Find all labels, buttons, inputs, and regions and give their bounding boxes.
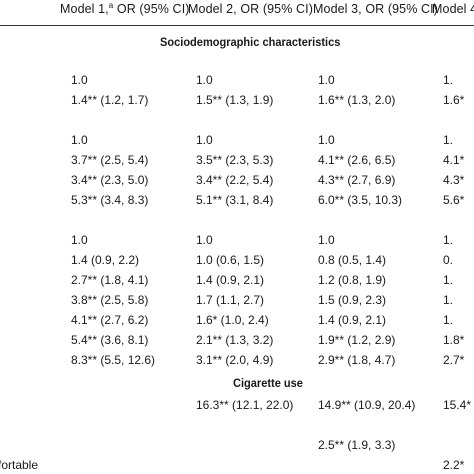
- cell: 1.: [443, 73, 454, 87]
- cell: 1.8*: [443, 333, 465, 347]
- cell: 1.9** (1.2, 2.9): [318, 333, 396, 347]
- cell: 1.6*: [443, 93, 465, 107]
- cell: 16.3** (12.1, 22.0): [196, 398, 294, 412]
- cell: 6.0** (3.5, 10.3): [318, 193, 403, 207]
- cell: 1.0: [71, 233, 88, 247]
- cell: 4.1** (2.7, 6.2): [71, 313, 149, 327]
- section-heading-cigarette-use: Cigarette use: [233, 376, 303, 390]
- col-header-model-3: Model 3, OR (95% CI): [313, 2, 438, 16]
- cell: 1.0: [71, 133, 88, 147]
- cell: 2.1** (1.3, 3.2): [196, 333, 274, 347]
- cell: 1.0: [196, 233, 213, 247]
- section-heading-sociodemographic: Sociodemographic characteristics: [160, 35, 341, 49]
- cell: 1.: [443, 313, 454, 327]
- cell: 1.4** (1.2, 1.7): [71, 93, 149, 107]
- cell: 2.7** (1.8, 4.1): [71, 273, 149, 287]
- cell: 2.2*: [443, 458, 465, 472]
- cell: 1.0: [318, 233, 335, 247]
- cell: 5.6*: [443, 193, 465, 207]
- cell: 3.1** (2.0, 4.9): [196, 353, 274, 367]
- cell: 1.0: [196, 73, 213, 87]
- cell: 1.: [443, 233, 454, 247]
- row-label-fragment: fortable: [0, 458, 39, 472]
- cell: 4.3*: [443, 173, 465, 187]
- cell: 1.: [443, 293, 454, 307]
- cell: 2.9** (1.8, 4.7): [318, 353, 396, 367]
- cell: 4.1** (2.6, 6.5): [318, 153, 396, 167]
- cell: 15.4*: [443, 398, 472, 412]
- cell: 4.1*: [443, 153, 465, 167]
- header-rule: [0, 25, 474, 26]
- cell: 1.5 (0.9, 2.3): [318, 293, 387, 307]
- cell: 3.7** (2.5, 5.4): [71, 153, 149, 167]
- cell: 5.3** (3.4, 8.3): [71, 193, 149, 207]
- col-header-model-4: Model 4,d: [432, 2, 474, 16]
- cell: 0.: [443, 253, 454, 267]
- cell: 1.: [443, 273, 454, 287]
- cell: 3.4** (2.2, 5.4): [196, 173, 274, 187]
- cell: 5.4** (3.6, 8.1): [71, 333, 149, 347]
- cell: 2.7*: [443, 353, 465, 367]
- cell: 2.5** (1.9, 3.3): [318, 438, 396, 452]
- cell: 5.1** (3.1, 8.4): [196, 193, 274, 207]
- cell: 0.8 (0.5, 1.4): [318, 253, 387, 267]
- cell: 1.4 (0.9, 2.2): [71, 253, 140, 267]
- cell: 14.9** (10.9, 20.4): [318, 398, 416, 412]
- cell: 1.6** (1.3, 2.0): [318, 93, 396, 107]
- cell: 3.4** (2.3, 5.0): [71, 173, 149, 187]
- cell: 3.5** (2.3, 5.3): [196, 153, 274, 167]
- cell: 1.6* (1.0, 2.4): [196, 313, 269, 327]
- cell: 3.8** (2.5, 5.8): [71, 293, 149, 307]
- cell: 1.2 (0.8, 1.9): [318, 273, 387, 287]
- cell: 1.4 (0.9, 2.1): [318, 313, 387, 327]
- col-header-model-1: Model 1,a OR (95% CI): [60, 0, 190, 16]
- col-header-model-2: Model 2, OR (95% CI): [188, 2, 313, 16]
- cell: 4.3** (2.7, 6.9): [318, 173, 396, 187]
- cell: 1.0: [71, 73, 88, 87]
- cell: 1.: [443, 133, 454, 147]
- cell: 1.0: [196, 133, 213, 147]
- cell: 1.0: [318, 73, 335, 87]
- cell: 1.0 (0.6, 1.5): [196, 253, 265, 267]
- cell: 1.5** (1.3, 1.9): [196, 93, 274, 107]
- cell: 8.3** (5.5, 12.6): [71, 353, 156, 367]
- cell: 1.0: [318, 133, 335, 147]
- cell: 1.7 (1.1, 2.7): [196, 293, 265, 307]
- cell: 1.4 (0.9, 2.1): [196, 273, 265, 287]
